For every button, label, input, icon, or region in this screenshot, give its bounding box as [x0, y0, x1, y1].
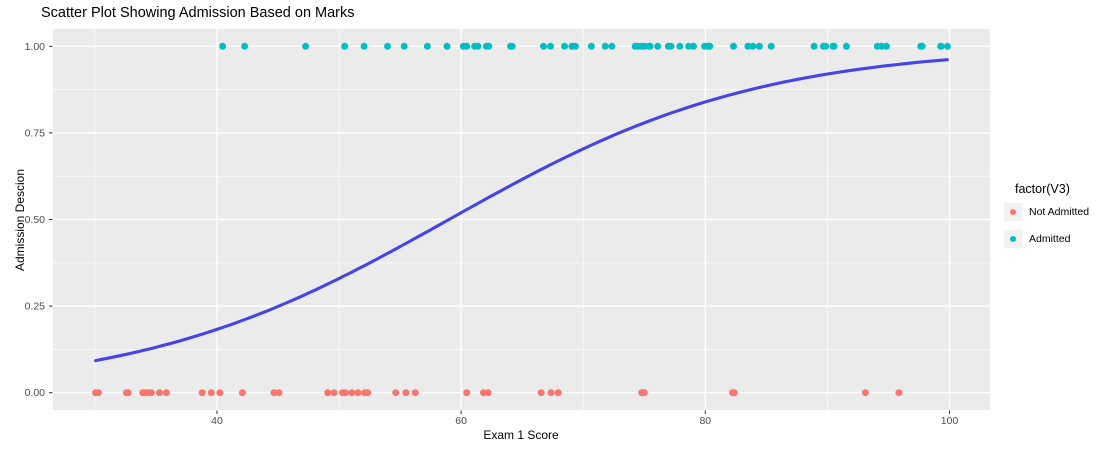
plot-title: Scatter Plot Showing Admission Based on … [41, 5, 355, 21]
scatter-point-admitted [400, 42, 408, 50]
legend-item-not-admitted: Not Admitted [1004, 203, 1089, 221]
scatter-point-not-admitted [238, 389, 246, 397]
scatter-point-not-admitted [275, 389, 283, 397]
scatter-point-not-admitted [348, 389, 356, 397]
scatter-point-not-admitted [547, 389, 555, 397]
scatter-point-admitted [685, 42, 693, 50]
scatter-point-not-admitted [198, 389, 206, 397]
scatter-point-not-admitted [411, 389, 419, 397]
x-tick-label: 100 [941, 415, 959, 427]
scatter-point-admitted [667, 42, 675, 50]
admitted-dot-icon [1010, 236, 1016, 242]
scatter-point-admitted [463, 42, 471, 50]
scatter-point-admitted [568, 42, 576, 50]
y-tick-label: 0.50 [25, 214, 46, 226]
scatter-point-not-admitted [216, 389, 224, 397]
scatter-point-admitted [219, 42, 227, 50]
legend-item-admitted: Admitted [1004, 230, 1089, 248]
y-tick-label: 0.25 [25, 301, 46, 313]
legend-item-label: Admitted [1029, 233, 1071, 245]
scatter-point-not-admitted [162, 389, 170, 397]
scatter-point-admitted [882, 42, 890, 50]
scatter-point-not-admitted [270, 389, 278, 397]
x-tick-label: 80 [699, 415, 711, 427]
scatter-point-admitted [917, 42, 925, 50]
scatter-point-admitted [474, 42, 482, 50]
scatter-point-admitted [873, 42, 881, 50]
not-admitted-dot-icon [1010, 209, 1016, 215]
scatter-point-not-admitted [324, 389, 332, 397]
scatter-point-admitted [646, 42, 654, 50]
scatter-point-not-admitted [861, 389, 869, 397]
scatter-point-admitted [943, 42, 951, 50]
y-axis-title: Admission Descion [13, 168, 27, 272]
scatter-point-admitted [755, 42, 763, 50]
scatter-point-not-admitted [402, 389, 410, 397]
scatter-point-admitted [744, 42, 752, 50]
scatter-point-admitted [690, 42, 697, 50]
scatter-point-not-admitted [484, 389, 492, 397]
legend-title: factor(V3) [1015, 182, 1070, 196]
scatter-point-admitted [638, 42, 646, 50]
scatter-point-not-admitted [339, 389, 347, 397]
trend-line [94, 58, 949, 363]
scatter-point-not-admitted [124, 389, 132, 397]
scatter-point-admitted [676, 42, 684, 50]
scatter-point-admitted [482, 42, 490, 50]
scatter-point-not-admitted [895, 389, 903, 397]
scatter-point-admitted [443, 42, 451, 50]
scatter-point-not-admitted [729, 389, 736, 397]
scatter-point-admitted [241, 42, 249, 50]
scatter-point-admitted [730, 42, 737, 50]
scatter-point-not-admitted [364, 389, 372, 397]
scatter-point-admitted [384, 42, 391, 50]
scatter-point-admitted [302, 42, 310, 50]
x-tick-label: 40 [211, 415, 223, 427]
scatter-point-not-admitted [354, 389, 362, 397]
scatter-point-admitted [423, 42, 431, 50]
scatter-point-admitted [822, 42, 830, 50]
scatter-point-not-admitted [207, 389, 215, 397]
scatter-point-admitted [341, 42, 349, 50]
y-tick-label: 1.00 [25, 41, 46, 53]
scatter-point-admitted [360, 42, 368, 50]
scatter-point-admitted [601, 42, 609, 50]
scatter-point-admitted [547, 42, 554, 50]
legend-item-label: Not Admitted [1029, 206, 1090, 218]
scatter-point-not-admitted [330, 389, 338, 397]
scatter-point-admitted [842, 42, 850, 50]
scatter-point-not-admitted [156, 389, 163, 397]
scatter-point-not-admitted [638, 389, 646, 397]
legend-key [1004, 203, 1022, 221]
scatter-point-admitted [749, 42, 757, 50]
scatter-point-admitted [654, 42, 662, 50]
scatter-point-admitted [540, 42, 547, 50]
scatter-point-admitted [561, 42, 568, 50]
scatter-point-not-admitted [537, 389, 545, 397]
scatter-point-not-admitted [392, 389, 400, 397]
x-tick-label: 60 [455, 415, 467, 427]
scatter-point-admitted [829, 42, 837, 50]
scatter-point-admitted [937, 42, 945, 50]
scatter-point-admitted [706, 42, 714, 50]
scatter-point-admitted [810, 42, 818, 50]
scatter-point-not-admitted [146, 389, 154, 397]
scatter-point-admitted [608, 42, 616, 50]
scatter-point-not-admitted [463, 389, 471, 397]
scatter-point-not-admitted [92, 389, 100, 397]
y-tick-label: 0.75 [25, 127, 46, 139]
scatter-point-admitted [767, 42, 775, 50]
legend-key [1004, 230, 1022, 248]
x-axis-title: Exam 1 Score [483, 428, 559, 442]
legend: factor(V3) Not Admitted Admitted [1004, 182, 1089, 257]
y-tick-label: 0.00 [25, 387, 46, 399]
scatter-point-admitted [507, 42, 514, 50]
scatter-point-not-admitted [554, 389, 562, 397]
scatter-point-admitted [587, 42, 595, 50]
